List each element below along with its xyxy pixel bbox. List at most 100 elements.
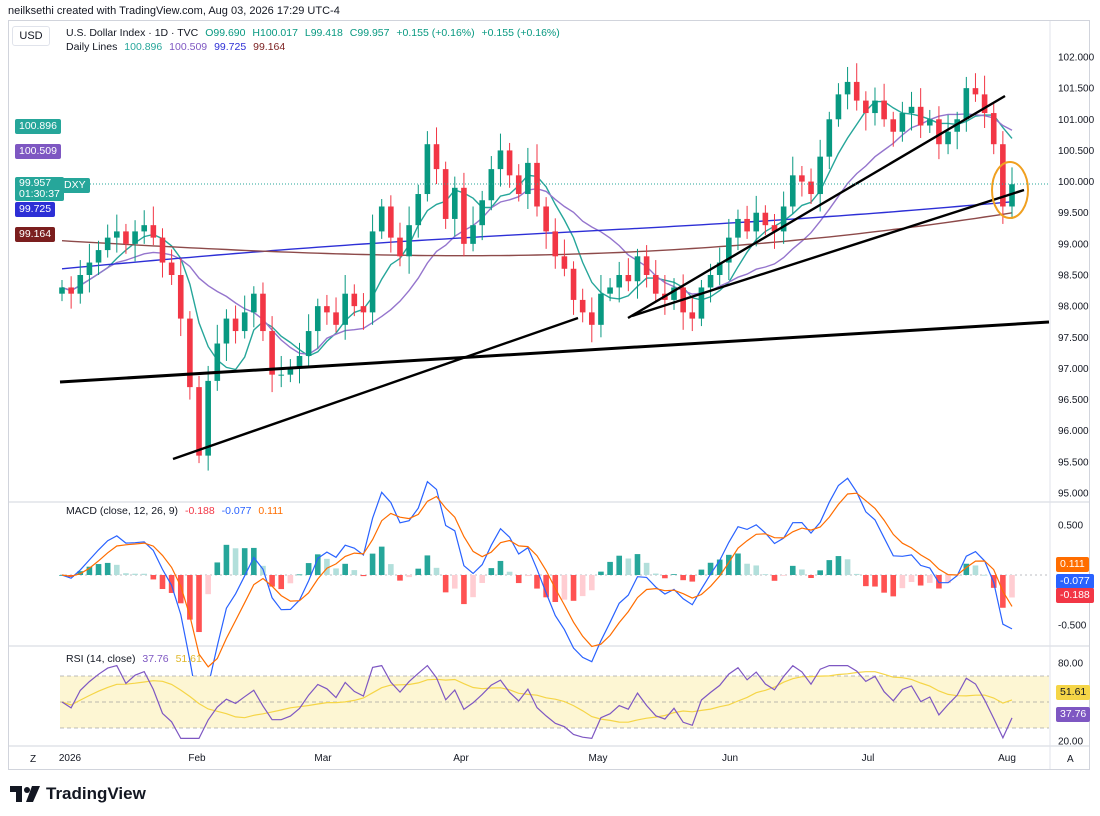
macd-histogram-bar xyxy=(187,575,193,620)
rsi-label[interactable]: RSI (14, close) xyxy=(66,653,136,665)
price-tick-label: 101.500 xyxy=(1058,84,1095,95)
macd-histogram-bar xyxy=(972,565,979,575)
candle-body xyxy=(525,162,531,195)
candle-body xyxy=(68,287,74,294)
currency-button[interactable]: USD xyxy=(12,26,50,46)
candle-body xyxy=(86,262,93,275)
time-axis[interactable]: 2026 Feb Mar Apr May Jun Jul Aug Z A xyxy=(30,753,1074,765)
candle-body xyxy=(296,355,303,369)
candle-body xyxy=(251,293,257,313)
macd-histogram-bar xyxy=(251,547,257,575)
candle-body xyxy=(643,256,650,275)
macd-histogram-bar xyxy=(369,553,376,575)
candle-body xyxy=(744,218,750,232)
candle-body xyxy=(735,218,741,238)
candle-body xyxy=(762,212,769,226)
ohlc-low: L99.418 xyxy=(304,27,343,39)
macd-line-tag: -0.077 xyxy=(1056,574,1094,589)
auto-scale-label[interactable]: A xyxy=(1067,754,1074,765)
macd-histogram-bar xyxy=(643,562,650,575)
candle-body xyxy=(789,175,796,207)
macd-histogram-bar xyxy=(872,575,878,587)
candle-body xyxy=(589,312,595,325)
price-tick-label: 97.500 xyxy=(1058,333,1089,344)
macd-line xyxy=(61,477,1013,714)
ma20-value: 100.896 xyxy=(124,41,163,53)
macd-histogram-bar xyxy=(333,568,339,575)
macd-histogram-bar xyxy=(652,573,659,575)
price-tick-label: 96.500 xyxy=(1058,395,1089,406)
macd-histogram-bar xyxy=(296,574,303,576)
macd-histogram-bar xyxy=(853,573,860,575)
price-axis[interactable]: 102.000 101.500 101.000 100.500 100.000 99.50… xyxy=(1058,53,1095,500)
time-tick-label: Mar xyxy=(314,753,332,764)
macd-histogram-bar xyxy=(406,575,412,578)
candle-body xyxy=(123,231,129,244)
candle-body xyxy=(324,306,330,313)
macd-histogram-bar xyxy=(150,575,157,580)
macd-histogram-bar xyxy=(981,574,988,576)
macd-histogram-bar xyxy=(515,575,522,584)
macd-histogram-bar xyxy=(305,563,312,575)
candle-body xyxy=(799,175,805,182)
macd-histogram-bar xyxy=(561,575,568,600)
trendline-long[interactable] xyxy=(59,320,1050,384)
trendlines[interactable] xyxy=(59,94,1050,461)
candle-body xyxy=(926,119,933,126)
highlight-ellipse[interactable] xyxy=(991,161,1029,219)
time-tick-label: May xyxy=(589,753,608,764)
candle-body xyxy=(853,81,860,101)
macd-histogram-bar xyxy=(397,575,403,581)
macd-histogram-bar xyxy=(863,575,869,587)
trendline-feb-may[interactable] xyxy=(172,316,579,461)
zoom-corner-label[interactable]: Z xyxy=(30,754,36,765)
candle-body xyxy=(872,100,878,114)
macd-histogram-bar xyxy=(324,558,330,575)
macd-histogram-bar xyxy=(132,573,138,575)
candle-body xyxy=(196,387,202,456)
candle-body xyxy=(936,119,942,145)
macd-histogram-bar xyxy=(579,575,586,597)
candle-body xyxy=(214,343,221,381)
candle-body xyxy=(168,262,175,275)
macd-histogram-bar xyxy=(698,569,705,575)
ma100-price-tag: 99.725 xyxy=(15,202,56,217)
macd-histogram-bar xyxy=(881,575,887,593)
tradingview-logo-icon xyxy=(10,786,40,802)
candle-body xyxy=(1000,144,1006,207)
macd-histogram-bar xyxy=(196,575,202,633)
macd-histogram-bar xyxy=(707,562,714,575)
symbol-badge: DXY xyxy=(60,178,90,193)
trendline-may-aug[interactable] xyxy=(631,188,1025,318)
candle-body xyxy=(132,231,138,244)
candle-body xyxy=(652,275,659,294)
macd-histogram-bar xyxy=(926,575,933,583)
trendline-may-jul[interactable] xyxy=(627,94,1006,320)
daily-lines-label[interactable]: Daily Lines xyxy=(66,41,118,53)
ma200-value: 99.164 xyxy=(253,41,286,53)
macd-histogram-bar xyxy=(543,575,549,598)
macd-label[interactable]: MACD (close, 12, 26, 9) xyxy=(66,505,179,517)
macd-histogram-bar xyxy=(424,555,431,575)
candle-body xyxy=(114,231,120,238)
price-tick-label: 99.500 xyxy=(1058,208,1089,219)
macd-histogram-bar xyxy=(826,560,833,575)
candle-body xyxy=(808,181,814,195)
candle-body xyxy=(552,231,559,257)
ma100-value: 99.725 xyxy=(214,41,247,53)
macd-histogram-bar xyxy=(488,568,495,575)
candle-body xyxy=(634,256,641,282)
macd-histogram-bar xyxy=(607,561,613,575)
rsi-axis-label: 80.00 xyxy=(1058,659,1083,670)
rsi-value: 37.76 xyxy=(142,653,169,665)
macd-histogram-bar xyxy=(780,575,787,576)
macd-histogram-bar xyxy=(817,570,823,575)
macd-histogram-bar xyxy=(433,567,440,575)
macd-pane[interactable]: 0.500 -0.500 xyxy=(59,477,1087,714)
candle-body xyxy=(990,113,997,145)
candle-body xyxy=(360,306,367,313)
tradingview-logo[interactable]: TradingView xyxy=(10,783,146,805)
symbol-title[interactable]: U.S. Dollar Index · 1D · TVC xyxy=(66,27,199,39)
